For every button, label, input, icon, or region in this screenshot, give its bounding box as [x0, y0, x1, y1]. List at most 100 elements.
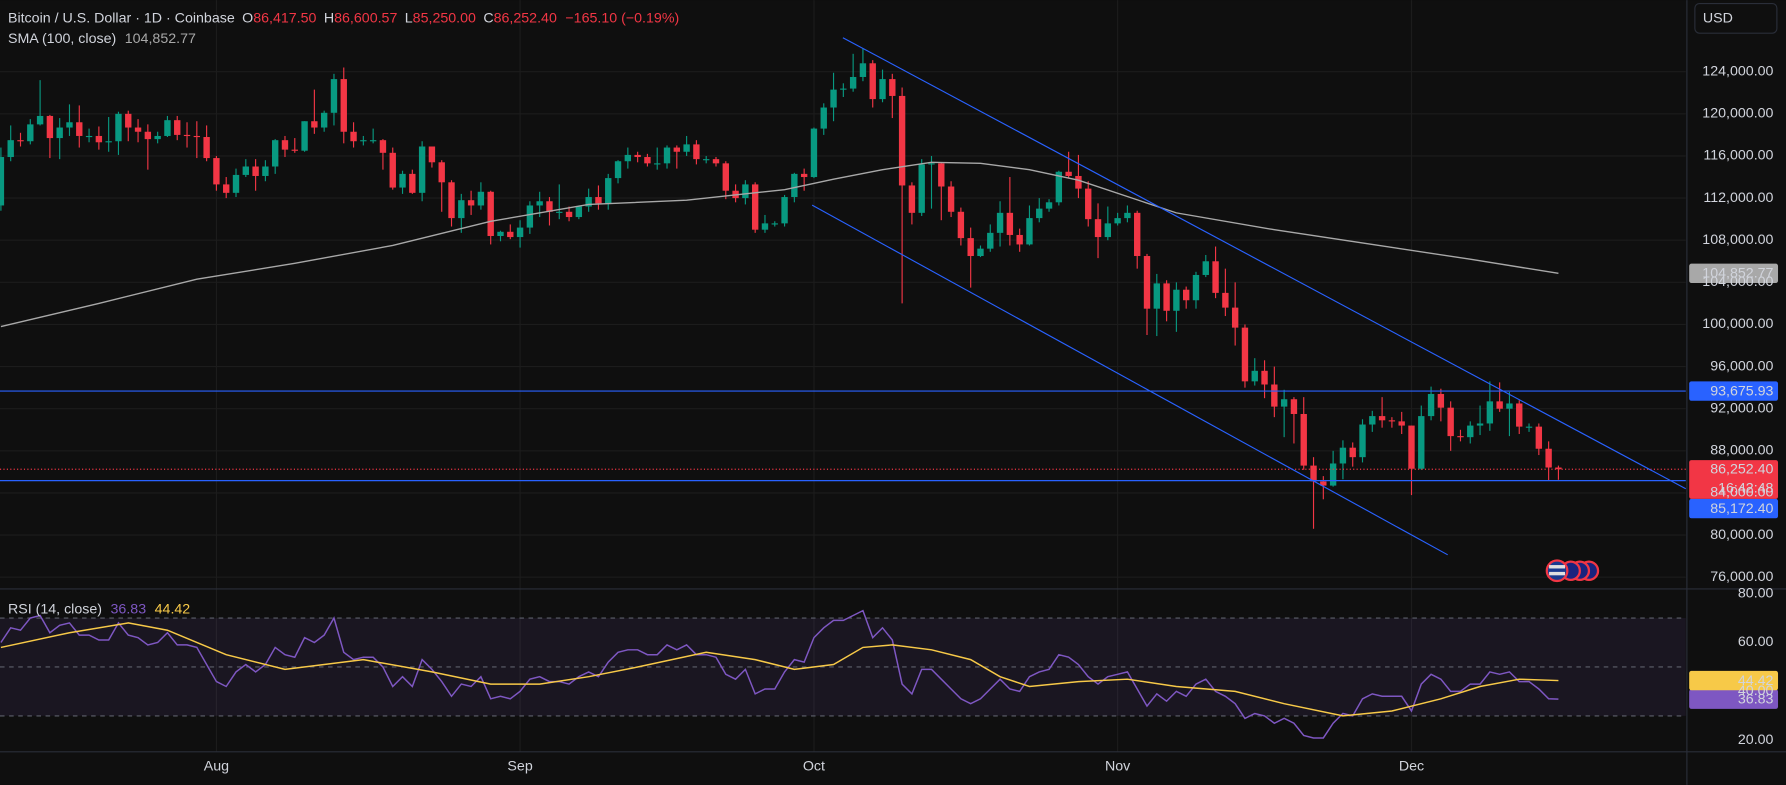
candle-body [673, 147, 681, 152]
rsi-tag: 36.83 [1738, 692, 1774, 708]
candle-body [898, 95, 906, 186]
candle-body [957, 211, 965, 239]
ohlc-key: C [483, 10, 493, 26]
candle-body [1339, 447, 1347, 464]
y-tick-label: 104,000.00 [1702, 274, 1773, 290]
x-tick-label: Dec [1399, 758, 1424, 774]
y-tick-label: 112,000.00 [1703, 190, 1773, 206]
candle-body [654, 163, 661, 165]
candle-body [1476, 423, 1484, 426]
flag-stripe [1549, 571, 1566, 576]
candle-body [1418, 416, 1425, 469]
x-tick-label: Sep [507, 758, 532, 774]
rsi-tag-bg [1689, 689, 1779, 709]
candle-body [144, 131, 152, 140]
candle-body [742, 184, 749, 199]
candle-body [977, 248, 984, 257]
candle-body [458, 200, 465, 219]
candle-body [1094, 219, 1102, 238]
candle-body [1153, 283, 1160, 309]
candle-body [1182, 289, 1190, 301]
candle-body [938, 163, 945, 187]
candle-body [1104, 223, 1112, 238]
candle-body [448, 182, 455, 219]
candle-body [1143, 256, 1151, 309]
candle-body [1300, 413, 1307, 466]
candle-body [1163, 283, 1170, 311]
candle-body [46, 115, 54, 139]
channel-lower-line [811, 204, 1448, 556]
candle-body [350, 131, 357, 142]
candle-body [477, 191, 485, 206]
candle-body [174, 120, 181, 135]
candle-body [1202, 261, 1209, 275]
candle-body [428, 146, 436, 163]
candle-body [859, 63, 867, 77]
candle-body [1241, 327, 1249, 382]
rsi-ma-line [0, 622, 1559, 717]
candle-body [1329, 463, 1337, 486]
candle-body [703, 159, 710, 161]
level-price-tag: 93,675.93 [1710, 383, 1773, 399]
currency-button-frame[interactable] [1694, 2, 1778, 34]
candle-body [987, 232, 994, 249]
candle-body [546, 201, 553, 212]
x-tick-label: Nov [1105, 758, 1131, 774]
candle-body [193, 135, 201, 138]
candle-body [340, 79, 347, 132]
candle-body [1251, 370, 1258, 382]
sma-price-tag-bg [1689, 263, 1779, 284]
y-tick-label: 124,000.00 [1702, 63, 1773, 79]
candle-body [1555, 467, 1562, 470]
ohlc-key: O [242, 10, 253, 26]
candle-body [840, 88, 847, 90]
candle-body [1320, 481, 1327, 486]
candle-body [1408, 425, 1415, 469]
ohlc-value: 86,252.40 [494, 10, 557, 26]
candle-body [85, 135, 93, 138]
currency-button[interactable]: USD [1694, 2, 1778, 34]
candle-body [330, 79, 338, 113]
candle-body [879, 79, 886, 100]
candle-body [585, 197, 592, 207]
candle-body [800, 173, 808, 178]
ohlc-value: 86,600.57 [334, 10, 397, 26]
candle-body [1369, 416, 1376, 425]
candle-body [1075, 175, 1082, 189]
y-tick-label: 100,000.00 [1702, 316, 1773, 332]
candle-body [438, 162, 445, 183]
candle-body [1271, 384, 1278, 407]
countdown: 16:42:48 [1718, 480, 1773, 496]
candle-body [595, 197, 602, 204]
candle-body [947, 186, 955, 212]
candle-body [1437, 393, 1445, 408]
candle-body [232, 174, 240, 193]
candle-body [507, 231, 514, 238]
candle-body [379, 140, 387, 153]
candle-body [213, 158, 220, 185]
candle-body [1545, 448, 1552, 468]
candle-body [223, 184, 230, 193]
ohlc-key: H [324, 10, 334, 26]
candle-body [1496, 401, 1503, 409]
y-tick-label: 84,000.00 [1710, 485, 1773, 501]
candle-body [761, 223, 769, 230]
candle-body [1124, 212, 1131, 219]
sma-legend: SMA (100, close) 104,852.77 [8, 31, 196, 47]
candle-body [320, 112, 328, 128]
candle-body [95, 135, 103, 143]
candle-body [1486, 401, 1494, 424]
candle-body [1506, 403, 1513, 409]
candle-body [751, 184, 759, 230]
currency-label[interactable]: USD [1703, 11, 1733, 27]
rsi-ma-tag: 44.42 [1738, 673, 1774, 689]
candle-body [311, 121, 318, 128]
candle-body [556, 211, 563, 213]
y-tick-label: 60.00 [1738, 634, 1774, 650]
legend-header: Bitcoin / U.S. Dollar · 1D · Coinbase O8… [8, 10, 679, 26]
marks-layer [0, 48, 1686, 739]
candle-body [262, 166, 269, 176]
y-tick-label: 20.00 [1738, 732, 1774, 748]
candle-body [164, 120, 171, 136]
